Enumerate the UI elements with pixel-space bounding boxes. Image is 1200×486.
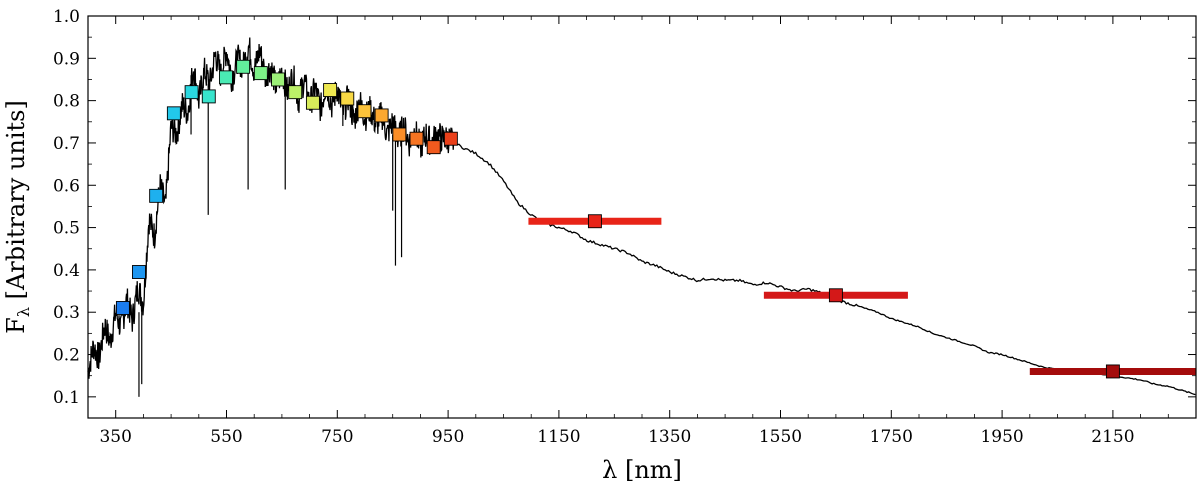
photometry-point-3	[166, 106, 181, 121]
photometry-point-16	[392, 127, 407, 142]
photometry-point-18	[426, 140, 441, 155]
photometry-point-15	[374, 108, 389, 123]
y-axis-label-sub: λ	[14, 307, 33, 317]
x-tick-label-6: 1550	[759, 427, 802, 447]
y-tick-label-9: 1.0	[53, 7, 80, 27]
spectrum-line	[87, 37, 1196, 396]
y-tick-label-6: 0.7	[53, 134, 80, 154]
x-tick-label-3: 950	[432, 427, 464, 447]
y-tick-label-8: 0.9	[53, 49, 80, 69]
plot-frame	[87, 15, 1197, 419]
photometry-point-17	[409, 131, 424, 146]
photometry-point-10	[288, 85, 303, 100]
x-tick-label-4: 1150	[537, 427, 580, 447]
y-tick-label-0: 0.1	[53, 388, 80, 408]
photometry-point-19	[443, 131, 458, 146]
x-tick-label-2: 750	[321, 427, 353, 447]
photometry-point-0	[115, 301, 130, 315]
photometry-point-21	[828, 288, 843, 303]
y-tick-label-3: 0.4	[53, 261, 80, 281]
photometry-point-22	[1105, 364, 1120, 379]
x-tick-label-5: 1350	[648, 427, 691, 447]
photometry-point-2	[149, 188, 164, 203]
photometry-point-12	[323, 83, 338, 98]
y-tick-label-7: 0.8	[53, 92, 80, 112]
photometry-point-4	[184, 85, 199, 100]
photometry-point-7	[236, 59, 251, 74]
photometry-point-9	[271, 72, 285, 87]
tick-labels: 350 550 750 950 1150 1350 1550 1750 1950 2150 0.1 0…	[53, 7, 1135, 447]
x-tick-label-8: 1950	[980, 427, 1023, 447]
photometry-point-1	[132, 265, 146, 279]
photometry-point-6	[218, 70, 233, 85]
x-tick-label-0: 350	[99, 427, 131, 447]
y-axis-label-rest: [Arbitrary units]	[2, 100, 30, 307]
photometry-point-20	[587, 214, 602, 229]
x-axis-label-text: λ [nm]	[602, 456, 682, 484]
y-axis-label-main: F	[2, 317, 30, 334]
photometry-point-5	[201, 89, 216, 104]
spectrum-layer	[87, 37, 1196, 397]
x-axis-label: λ [nm]	[602, 456, 682, 484]
x-tick-label-1: 550	[210, 427, 242, 447]
photometry-points	[115, 59, 1196, 379]
x-tick-label-9: 2150	[1091, 427, 1134, 447]
photometry-point-13	[340, 91, 355, 106]
axis-ticks	[87, 15, 1197, 419]
photometry-point-11	[305, 95, 320, 110]
y-tick-label-4: 0.5	[53, 219, 80, 239]
y-tick-label-5: 0.6	[53, 176, 80, 196]
y-tick-label-1: 0.2	[53, 346, 80, 366]
photometry-point-14	[357, 104, 372, 119]
x-tick-label-7: 1750	[870, 427, 913, 447]
y-tick-label-2: 0.3	[53, 303, 80, 323]
photometry-point-8	[253, 66, 268, 81]
y-axis-label: Fλ [Arbitrary units]	[2, 100, 33, 334]
